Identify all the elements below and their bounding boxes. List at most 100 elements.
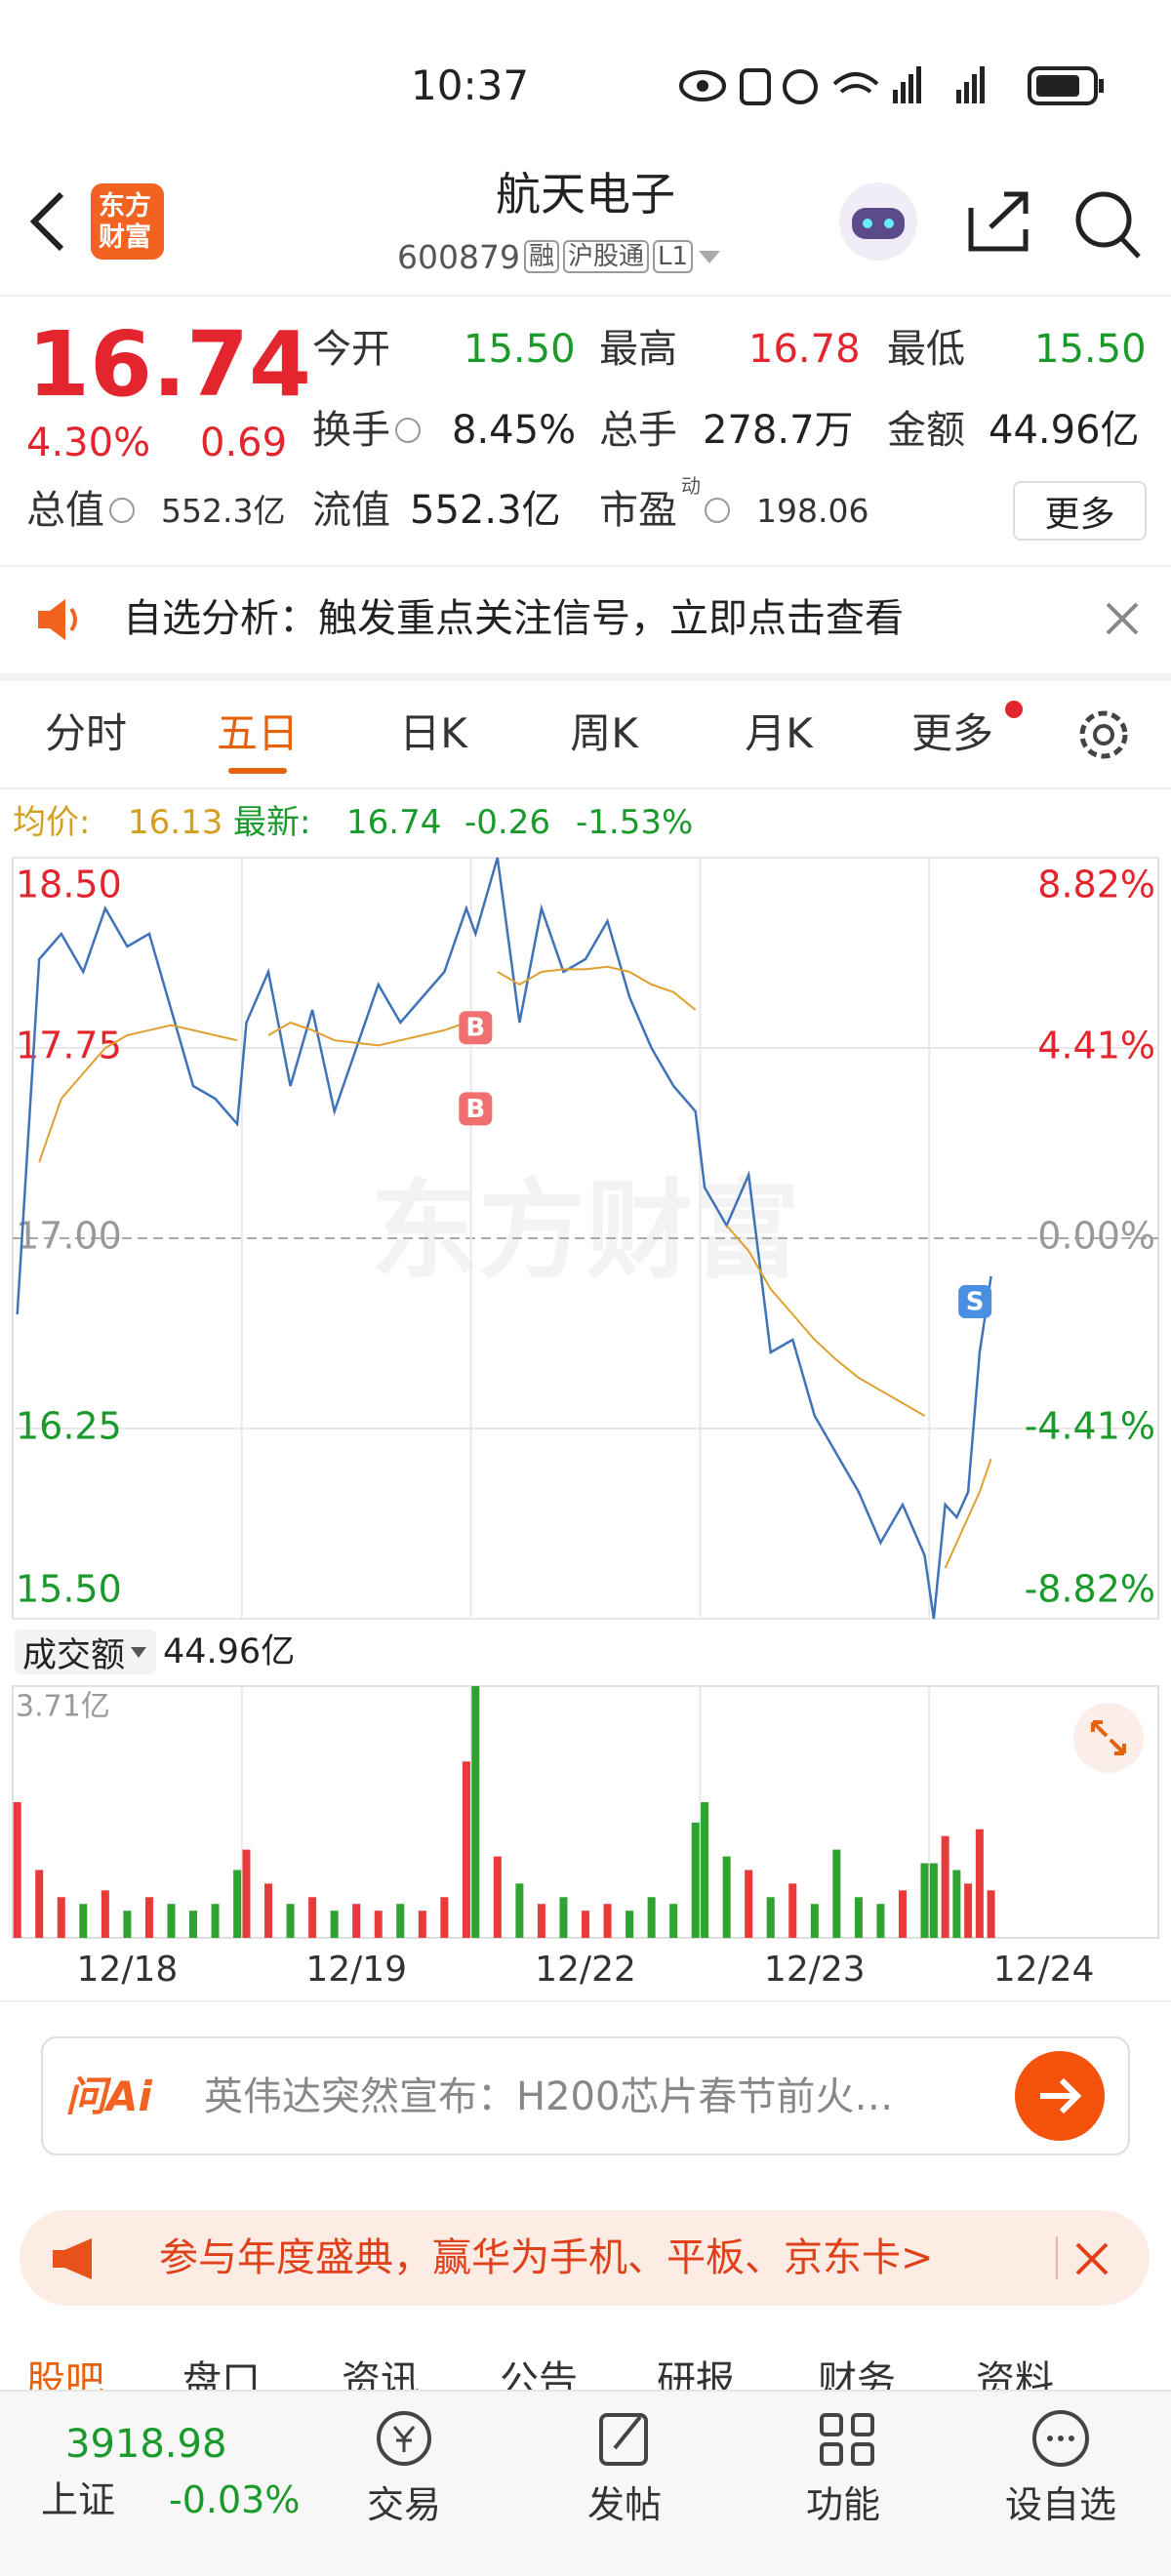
volume-bar bbox=[701, 1801, 709, 1938]
header-icons[interactable] bbox=[834, 181, 1147, 268]
ai-text[interactable]: 英伟达突然宣布：H200芯片春节前火… bbox=[204, 2074, 894, 2119]
volume-bar bbox=[559, 1897, 568, 1938]
index-name[interactable]: 上证 bbox=[41, 2478, 116, 2521]
volume-bar bbox=[396, 1904, 405, 1938]
volume-total: 44.96亿 bbox=[163, 1632, 296, 1671]
nav-item[interactable]: 设自选 bbox=[1004, 2483, 1116, 2526]
y-tick-label: 16.25 bbox=[16, 1405, 122, 1448]
trade-marker-label: B bbox=[465, 1095, 485, 1124]
app-logo: 东方 财富 bbox=[91, 183, 164, 260]
volume-bar bbox=[79, 1904, 88, 1938]
stat-value: 552.3亿 bbox=[161, 492, 286, 530]
trade-marker bbox=[459, 1092, 493, 1126]
volume-tick-label: 3.71亿 bbox=[16, 1690, 110, 1724]
notification-dot bbox=[1005, 701, 1023, 718]
volume-bar bbox=[418, 1911, 426, 1938]
volume-bar bbox=[952, 1870, 961, 1938]
avg-label: 均价: bbox=[13, 803, 91, 842]
x-tick-label: 12/18 bbox=[77, 1950, 179, 1990]
stat-value: 15.50 bbox=[1034, 327, 1147, 372]
volume-bar bbox=[515, 1883, 524, 1938]
volume-bar bbox=[810, 1904, 819, 1938]
volume-bar bbox=[286, 1904, 295, 1938]
volume-bar bbox=[722, 1856, 731, 1938]
volume-bar bbox=[330, 1911, 339, 1938]
y-tick-label: 15.50 bbox=[16, 1568, 122, 1611]
stat-label: 换手 bbox=[312, 408, 390, 453]
back-button[interactable] bbox=[24, 190, 73, 254]
close-promo[interactable] bbox=[1073, 2240, 1110, 2277]
separator bbox=[1056, 2236, 1058, 2279]
volume-bar bbox=[242, 1849, 251, 1938]
chart-tab[interactable]: 五日 bbox=[216, 709, 299, 757]
chart-tab[interactable]: 月K bbox=[745, 709, 813, 757]
logo-text: 财富 bbox=[99, 222, 151, 253]
volume-bar bbox=[101, 1890, 109, 1938]
stat-value: 8.45% bbox=[452, 408, 577, 453]
trade-marker-label: S bbox=[966, 1288, 985, 1317]
volume-bar bbox=[144, 1897, 153, 1938]
info-icon[interactable] bbox=[395, 418, 421, 443]
ai-bar[interactable] bbox=[41, 2036, 1130, 2155]
x-tick-label: 12/19 bbox=[305, 1950, 407, 1990]
dropdown-arrow[interactable] bbox=[697, 247, 722, 266]
volume-bar bbox=[493, 1856, 502, 1938]
volume-bar bbox=[920, 1863, 929, 1938]
stat-value: 278.7万 bbox=[703, 408, 854, 453]
volume-bar bbox=[929, 1863, 938, 1938]
ai-go-button[interactable] bbox=[1015, 2051, 1105, 2141]
volume-bar bbox=[233, 1870, 242, 1938]
volume-bar bbox=[876, 1904, 885, 1938]
volume-bar bbox=[57, 1897, 65, 1938]
trade-marker-label: B bbox=[465, 1014, 485, 1043]
last-label: 最新: bbox=[233, 803, 311, 842]
y2-tick-label: -4.41% bbox=[1025, 1405, 1155, 1448]
volume-bar bbox=[374, 1911, 383, 1938]
info-icon[interactable] bbox=[109, 498, 135, 523]
chart-tab[interactable]: 日K bbox=[399, 709, 467, 757]
more-button[interactable]: 更多 bbox=[1013, 481, 1147, 541]
nav-item[interactable]: 发帖 bbox=[586, 2483, 662, 2526]
stat-value: 16.78 bbox=[748, 327, 861, 372]
volume-bar bbox=[788, 1883, 797, 1938]
stat-label: 流值 bbox=[312, 488, 390, 533]
badge: 沪股通 bbox=[563, 240, 650, 273]
volume-bar bbox=[264, 1883, 273, 1938]
volume-bar bbox=[832, 1849, 841, 1938]
watermark: 东方财富 bbox=[371, 1168, 800, 1293]
nav-item[interactable]: 功能 bbox=[805, 2483, 880, 2526]
chart-tab[interactable]: 分时 bbox=[44, 709, 127, 757]
x-tick-label: 12/24 bbox=[993, 1950, 1095, 1990]
volume-bar bbox=[35, 1870, 44, 1938]
settings-icon[interactable] bbox=[1073, 704, 1134, 765]
volume-bar bbox=[167, 1904, 176, 1938]
stock-code: 600879 bbox=[397, 237, 520, 276]
change-pct: 4.30% bbox=[26, 421, 151, 465]
y2-tick-label: -8.82% bbox=[1025, 1568, 1155, 1611]
chart-tab[interactable]: 周K bbox=[570, 709, 638, 757]
volume-bar bbox=[669, 1904, 678, 1938]
volume-bar bbox=[211, 1904, 220, 1938]
close-notice[interactable] bbox=[1103, 599, 1142, 638]
volume-label: 成交额 bbox=[22, 1635, 126, 1675]
notice-text[interactable]: 自选分析：触发重点关注信号，立即点击查看 bbox=[123, 596, 904, 641]
promo-text[interactable]: 参与年度盛典，赢华为手机、平板、京东卡> bbox=[159, 2235, 934, 2280]
volume-bar bbox=[898, 1890, 907, 1938]
stat-value: 15.50 bbox=[464, 327, 576, 372]
stock-code-row: 600879 融 沪股通 L1 bbox=[397, 240, 722, 273]
chart-tab[interactable]: 更多 bbox=[910, 709, 993, 757]
expand-button[interactable] bbox=[1071, 1701, 1146, 1775]
promo-banner[interactable] bbox=[20, 2210, 1150, 2306]
volume-bar bbox=[471, 1686, 480, 1938]
volume-bar bbox=[603, 1904, 612, 1938]
last-value: 16.74 bbox=[346, 803, 442, 842]
index-change[interactable]: -0.03% bbox=[169, 2478, 301, 2521]
index-value[interactable]: 3918.98 bbox=[65, 2422, 227, 2467]
info-icon[interactable] bbox=[705, 498, 730, 523]
y2-tick-label: 4.41% bbox=[1037, 1025, 1155, 1067]
nav-item[interactable]: 交易 bbox=[366, 2483, 441, 2526]
badge: 融 bbox=[523, 240, 559, 273]
y-tick-label: 17.75 bbox=[16, 1025, 122, 1067]
volume-selector[interactable]: 成交额 bbox=[15, 1630, 157, 1675]
